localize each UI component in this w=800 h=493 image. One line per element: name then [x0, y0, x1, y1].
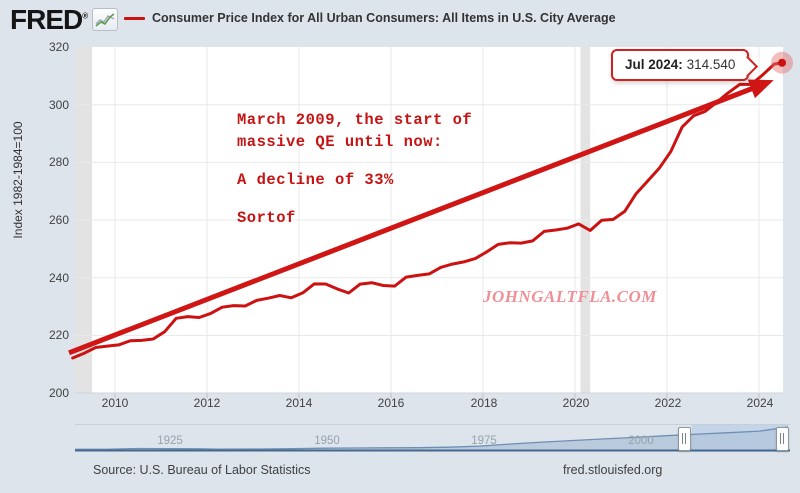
- tooltip-date: Jul 2024:: [625, 57, 683, 72]
- x-tick-2012: 2012: [193, 396, 221, 410]
- data-tooltip: Jul 2024: 314.540: [611, 49, 759, 81]
- fred-logo-text: FRED: [10, 4, 83, 35]
- y-axis-title: Index 1982-1984=100: [11, 121, 25, 239]
- chart-legend: Consumer Price Index for All Urban Consu…: [124, 11, 616, 25]
- y-tick-280: 280: [48, 155, 69, 169]
- cpi-line-chart: [68, 47, 794, 398]
- x-tick-2022: 2022: [654, 396, 682, 410]
- range-slider-overview-chart: [75, 425, 790, 452]
- y-tick-220: 220: [48, 328, 69, 342]
- source-attribution: Source: U.S. Bureau of Labor Statistics: [93, 463, 311, 477]
- y-tick-300: 300: [48, 98, 69, 112]
- annotation-line-2: massive QE until now:: [237, 133, 443, 151]
- x-tick-2016: 2016: [377, 396, 405, 410]
- slider-label-1925: 1925: [157, 435, 183, 447]
- plot-area[interactable]: March 2009, the start of massive QE unti…: [68, 47, 794, 398]
- annotation-line-3: A decline of 33%: [237, 171, 394, 189]
- fred-site-link[interactable]: fred.stlouisfed.org: [563, 463, 663, 477]
- slider-label-2000: 2000: [628, 435, 654, 447]
- slider-label-1975: 1975: [471, 435, 497, 447]
- fred-logo-chart-icon: [92, 8, 118, 31]
- x-tick-2010: 2010: [101, 396, 129, 410]
- legend-series-label: Consumer Price Index for All Urban Consu…: [152, 11, 616, 25]
- range-slider-right-handle[interactable]: [776, 427, 789, 451]
- fred-logo[interactable]: FRED®: [10, 4, 88, 36]
- y-tick-200: 200: [48, 386, 69, 400]
- x-tick-2018: 2018: [470, 396, 498, 410]
- slider-label-1950: 1950: [314, 435, 340, 447]
- annotation-line-1: March 2009, the start of: [237, 111, 473, 129]
- tooltip-value: 314.540: [686, 57, 736, 72]
- y-tick-260: 260: [48, 213, 69, 227]
- y-tick-240: 240: [48, 271, 69, 285]
- x-tick-2020: 2020: [562, 396, 590, 410]
- range-slider-left-handle[interactable]: [678, 427, 691, 451]
- watermark: JOHNGALTFLA.COM: [483, 287, 657, 306]
- x-tick-2014: 2014: [285, 396, 313, 410]
- annotation-line-4: Sortof: [237, 209, 296, 227]
- range-slider[interactable]: 1925 1950 1975 2000: [75, 424, 790, 453]
- y-tick-320: 320: [48, 40, 69, 54]
- user-annotation-text: March 2009, the start of massive QE unti…: [237, 109, 472, 229]
- registered-mark-icon: ®: [82, 11, 89, 21]
- legend-line-swatch: [124, 16, 145, 20]
- x-tick-2024: 2024: [746, 396, 774, 410]
